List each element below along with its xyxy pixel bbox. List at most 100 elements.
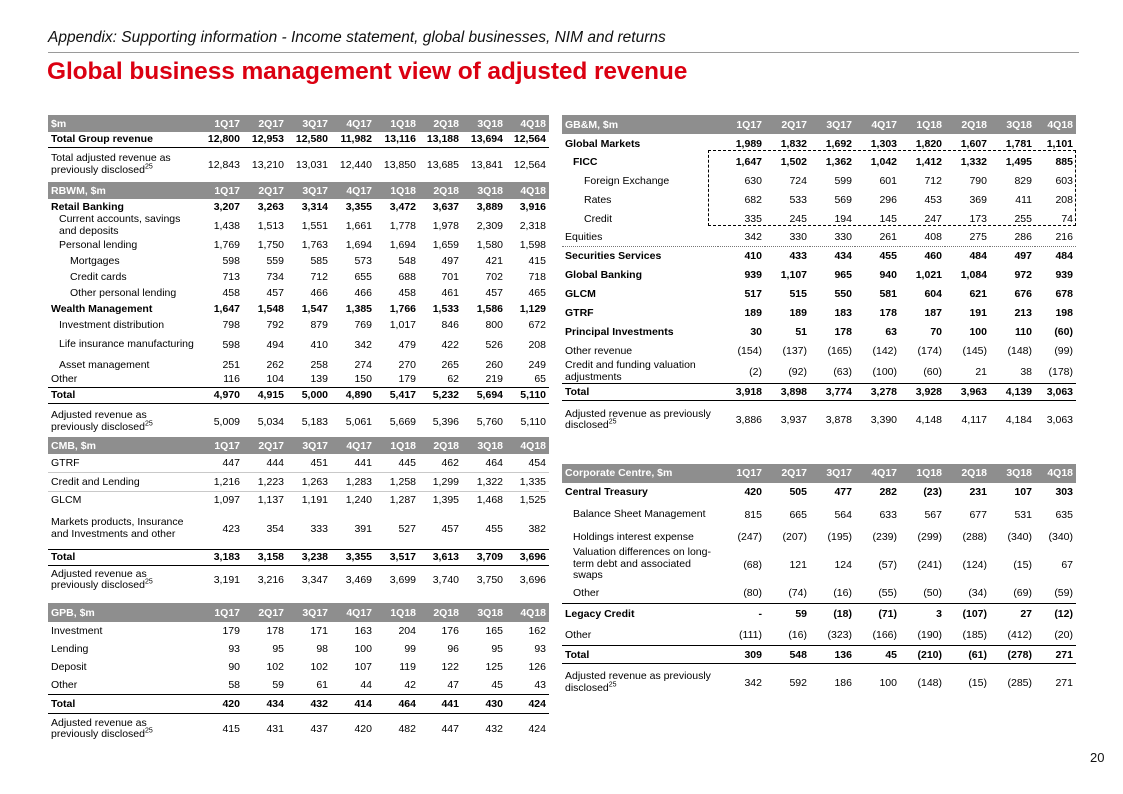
value-cell: 1,659 [432, 239, 459, 251]
value-cell: 45 [491, 678, 503, 691]
value-cell: 3,263 [257, 200, 284, 213]
quarter-header: 4Q18 [506, 437, 549, 454]
value-cell: 415 [528, 255, 546, 267]
table-row: Total 309 548 136 45 (210) (61) (278) 271 [562, 645, 1076, 664]
value-cell: 274 [354, 358, 372, 371]
value-cell: 1,322 [462, 472, 506, 492]
value-cell: 260 [485, 358, 503, 371]
value-cell: 62 [447, 373, 459, 386]
value-cell: 3,191 [213, 574, 240, 586]
row-label-text: Total [51, 551, 76, 563]
row-label-text: Adjusted revenue as previously disclosed [51, 716, 147, 740]
value-cell: 1,021 [915, 268, 942, 281]
page-number: 20 [1090, 750, 1105, 765]
row-label: Total [48, 693, 196, 714]
row-label: Adjusted revenue as previously disclosed… [562, 408, 718, 433]
group-table-title: $m [48, 115, 196, 132]
row-label: Credit and funding valuation adjustments [562, 360, 718, 384]
value-cell: 255 [1014, 212, 1032, 225]
value-cell: 458 [222, 287, 240, 299]
table-row: Adjusted revenue as previously disclosed… [48, 716, 549, 742]
table-row: Balance Sheet Management 815 665 564 633 567 6… [562, 502, 1076, 528]
table-row: Current accounts, savings and deposits 1,… [48, 214, 549, 237]
quarter-header: 4Q18 [506, 115, 549, 132]
value-cell: 178 [266, 625, 284, 637]
value-cell: 1,525 [519, 494, 546, 507]
value-cell: 330 [765, 228, 810, 247]
quarter-header: 1Q17 [196, 603, 243, 622]
row-label-text: Securities Services [565, 249, 662, 262]
value-cell: 342 [744, 676, 762, 689]
value-cell: (18) [810, 603, 855, 625]
value-cell: 494 [266, 339, 284, 351]
value-cell: 100 [969, 325, 987, 338]
value-cell: 713 [222, 271, 240, 283]
row-label-text: Other [51, 373, 78, 386]
value-cell: 12,564 [506, 132, 549, 148]
value-cell: 12,564 [513, 158, 546, 171]
table-row: Global Banking 939 1,107 965 940 1,021 1,084 97… [562, 265, 1076, 284]
table-row: Legacy Credit -59 (18) (71) 3 (107) 27 (12) [562, 603, 1076, 625]
value-cell: 1,580 [476, 239, 503, 251]
table-row: Markets products, Insurance and Investme… [48, 509, 549, 549]
row-label-text: GLCM [565, 287, 596, 300]
table-row: Adjusted revenue as previously disclosed… [48, 409, 549, 434]
value-cell: 1,137 [257, 494, 284, 507]
value-cell: (16) [833, 587, 852, 600]
row-label: Credit and Lending [48, 472, 196, 492]
value-cell: (63) [833, 365, 852, 378]
value-cell: 466 [354, 287, 372, 299]
value-cell: (111) [739, 628, 762, 641]
row-label-text: Other [565, 628, 592, 641]
value-cell: 1,084 [960, 268, 987, 281]
row-label-text: Other revenue [565, 344, 633, 357]
table-row: Other 116 104 139 150 179 62 219 65 [48, 372, 549, 387]
value-cell: 465 [528, 287, 546, 299]
value-cell: 462 [419, 454, 462, 473]
value-cell: 333 [310, 522, 328, 535]
value-cell: 4,148 [915, 414, 942, 426]
value-cell: 3,238 [287, 548, 331, 566]
value-cell: 3,928 [900, 383, 945, 401]
gbm-table-title: GB&M, $m [562, 115, 718, 134]
value-cell: 5,417 [375, 386, 419, 404]
table-row: GLCM 517 515 550 581 604 621 676 678 [562, 284, 1076, 303]
value-cell: 533 [789, 193, 807, 206]
value-cell: 262 [266, 358, 284, 371]
table-row: Total adjusted revenue as previously dis… [48, 153, 549, 176]
value-cell: (148) [917, 676, 942, 689]
value-cell: 93 [534, 643, 546, 655]
table-row: Credit and funding valuation adjustments… [562, 360, 1076, 384]
row-label: Other [48, 372, 196, 387]
value-cell: 198 [1055, 306, 1073, 319]
value-cell: 414 [331, 693, 375, 714]
value-cell: 67 [1061, 558, 1073, 571]
value-cell: 5,669 [389, 415, 416, 428]
value-cell: 1,240 [345, 494, 372, 507]
value-cell: 2,309 [476, 219, 503, 232]
value-cell: 12,953 [243, 132, 287, 148]
row-label: Securities Services [562, 246, 718, 265]
value-cell: 1,692 [825, 137, 852, 150]
value-cell: 1,586 [476, 302, 503, 315]
value-cell: 1,820 [915, 137, 942, 150]
row-label-text: Markets products, Insurance and Investme… [51, 516, 184, 540]
value-cell: 391 [354, 522, 372, 535]
value-cell: (241) [917, 558, 942, 571]
value-cell: (124) [962, 558, 987, 571]
value-cell: 342 [354, 339, 372, 351]
value-cell: 422 [441, 339, 459, 351]
value-cell: 3,918 [718, 383, 765, 401]
value-cell: 1,042 [870, 156, 897, 168]
value-cell: 1,412 [915, 156, 942, 168]
value-cell: 434 [243, 693, 287, 714]
value-cell: 5,760 [476, 415, 503, 428]
value-cell: 3,207 [213, 200, 240, 213]
row-label-text: FICC [573, 156, 598, 168]
value-cell: 526 [485, 339, 503, 351]
quarter-header: 2Q17 [243, 182, 287, 199]
value-cell: 5,034 [257, 415, 284, 428]
value-cell: 3,709 [462, 548, 506, 566]
quarter-header: 3Q18 [990, 115, 1035, 134]
row-label-text: GLCM [51, 494, 82, 507]
